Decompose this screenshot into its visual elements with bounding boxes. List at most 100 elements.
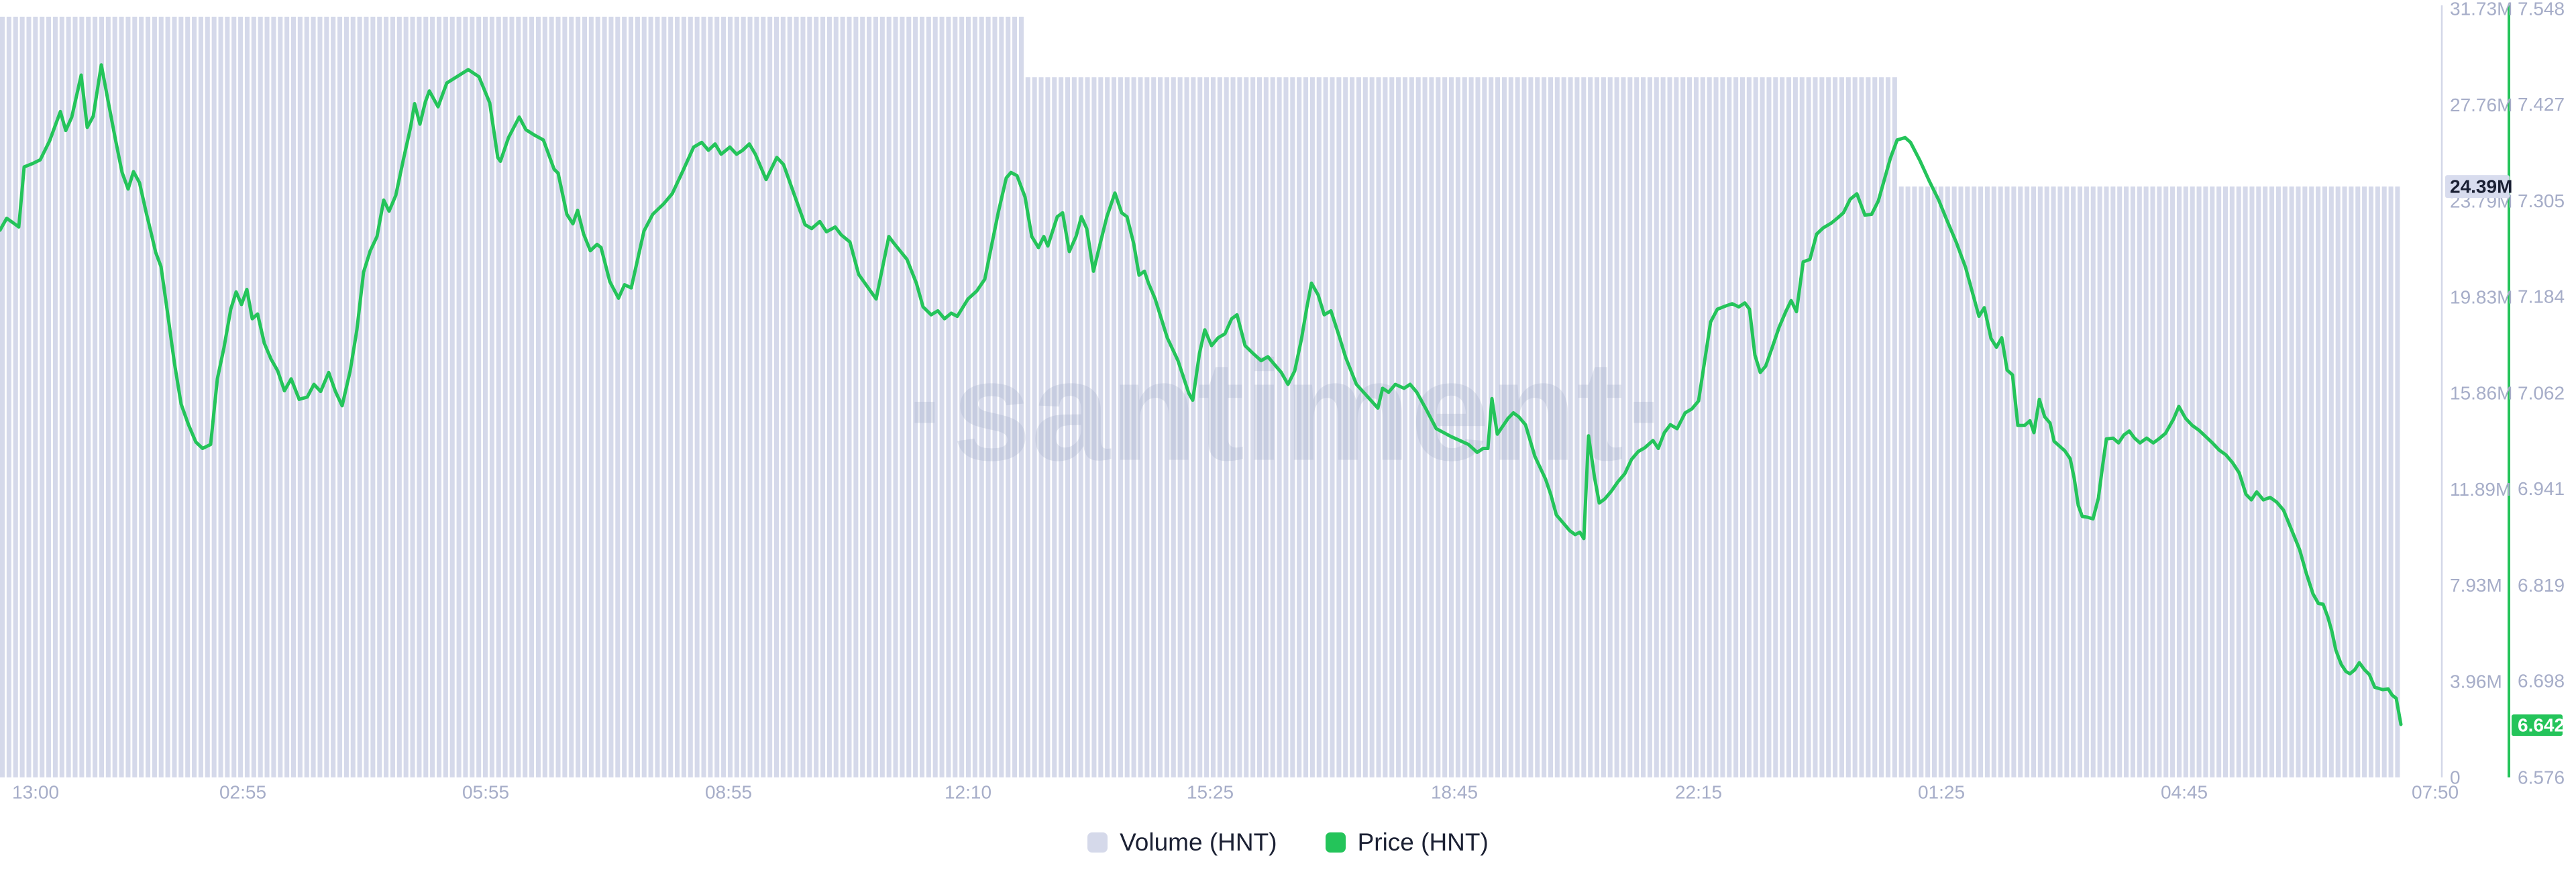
volume-bar [741, 16, 746, 777]
volume-bar [436, 16, 442, 777]
volume-bar [1376, 77, 1381, 778]
volume-bar [549, 16, 554, 777]
volume-bar [1244, 77, 1249, 778]
volume-bar [2309, 186, 2314, 778]
volume-bar [1501, 77, 1507, 778]
volume-bar [139, 16, 144, 777]
price-tick-label: 6.819 [2518, 575, 2565, 596]
volume-bar [93, 16, 98, 777]
volume-bar [2196, 186, 2202, 778]
volume-bar [972, 16, 977, 777]
volume-bar [648, 16, 653, 777]
volume-bar [66, 16, 71, 777]
volume-bar [1025, 77, 1030, 778]
volume-bar [2137, 186, 2142, 778]
volume-bar [2222, 186, 2229, 778]
volume-bar [1309, 77, 1315, 778]
volume-bar [826, 16, 832, 777]
volume-bar [1852, 77, 1858, 778]
volume-bar [1482, 77, 1487, 778]
volume-bar [225, 16, 230, 777]
volume-bar [1733, 77, 1739, 778]
volume-bar [1707, 77, 1712, 778]
volume-bar [555, 16, 561, 777]
volume-bar [655, 16, 660, 777]
volume-bar [602, 16, 607, 777]
price-tick-label: 7.305 [2518, 190, 2565, 211]
volume-bar [1270, 77, 1275, 778]
volume-bar [1256, 77, 1263, 778]
volume-bar [2349, 186, 2354, 778]
volume-bar [52, 16, 58, 777]
volume-bar [278, 16, 283, 777]
volume-bar [2322, 186, 2327, 778]
volume-bar [370, 16, 376, 777]
volume-bar [1720, 77, 1725, 778]
volume-bar [1799, 77, 1805, 778]
volume-bar [1641, 77, 1646, 778]
current-volume-highlight [2445, 175, 2510, 199]
volume-bar [1813, 77, 1818, 778]
volume-bar [1006, 16, 1011, 777]
volume-bar [2183, 186, 2188, 778]
volume-bar [1429, 77, 1434, 778]
volume-bar [2157, 186, 2162, 778]
time-tick-label: 04:45 [2161, 782, 2208, 803]
volume-bar [2381, 186, 2387, 778]
volume-bar [377, 16, 382, 777]
volume-bar [1819, 77, 1825, 778]
volume-bar [814, 16, 819, 777]
volume-bar [1984, 186, 1990, 778]
volume-bar [1012, 16, 1018, 777]
volume-bar [1568, 77, 1573, 778]
volume-bar [1919, 186, 1924, 778]
volume-bar [1197, 77, 1203, 778]
volume-bar [1508, 77, 1513, 778]
volume-bar [1542, 77, 1547, 778]
volume-bar [1350, 77, 1355, 778]
volume-bar [40, 16, 45, 777]
volume-bar [1905, 186, 1911, 778]
volume-bar [449, 16, 455, 777]
volume-bar [688, 16, 693, 777]
volume-bar [1872, 77, 1878, 778]
volume-bar [2011, 186, 2017, 778]
volume-bar [1833, 77, 1838, 778]
price-tick-label: 7.427 [2518, 94, 2565, 115]
volume-bar [820, 16, 826, 777]
volume-bar [1124, 77, 1130, 778]
volume-bar [767, 16, 773, 777]
volume-bar [1879, 77, 1884, 778]
volume-bar [410, 16, 415, 777]
volume-bar [1958, 186, 1964, 778]
volume-bar [357, 16, 362, 777]
volume-bar [1105, 77, 1110, 778]
volume-bar [1389, 77, 1395, 778]
volume-bar [1409, 77, 1414, 778]
volume-bar [2216, 186, 2222, 778]
volume-bar [1131, 77, 1136, 778]
volume-bar [2263, 186, 2268, 778]
volume-bar [1118, 77, 1123, 778]
volume-bar [258, 16, 263, 777]
volume-bar [2243, 186, 2248, 778]
volume-bar [1885, 77, 1891, 778]
volume-bar [33, 16, 38, 777]
volume-bar [953, 16, 958, 777]
volume-bar [734, 16, 739, 777]
volume-bar [1965, 186, 1970, 778]
volume-bar [343, 16, 349, 777]
volume-bar [747, 16, 753, 777]
volume-bar [1607, 77, 1613, 778]
volume-bar [1303, 77, 1309, 778]
volume-bar [721, 16, 727, 777]
legend-item-volume[interactable]: Volume (HNT) [1087, 828, 1277, 857]
volume-bar [807, 16, 812, 777]
time-tick-label: 07:50 [2412, 782, 2459, 803]
legend-item-price[interactable]: Price (HNT) [1325, 828, 1489, 857]
volume-bar [396, 16, 402, 777]
volume-bar [1561, 77, 1566, 778]
volume-bar [59, 16, 64, 777]
volume-bar [1449, 77, 1454, 778]
